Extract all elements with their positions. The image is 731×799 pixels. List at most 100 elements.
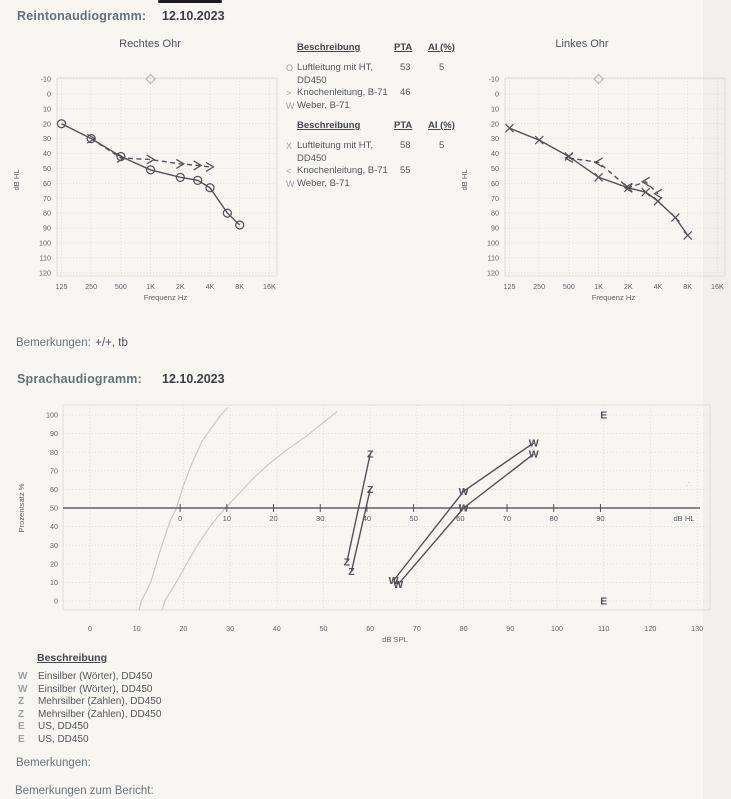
svg-text:4K: 4K bbox=[654, 282, 663, 291]
row-desc: Luftleitung mit HT, bbox=[297, 140, 374, 151]
reinton-date: 12.10.2023 bbox=[162, 9, 225, 23]
svg-text:Frequenz Hz: Frequenz Hz bbox=[144, 293, 188, 302]
ai-value: 5 bbox=[439, 140, 445, 151]
svg-text:0: 0 bbox=[88, 624, 92, 633]
svg-text:E: E bbox=[600, 596, 607, 608]
row-desc: Weber, B-71 bbox=[297, 177, 350, 189]
svg-text:20: 20 bbox=[491, 119, 499, 128]
table-row: < Knochenleitung, B-71 55 bbox=[286, 165, 472, 178]
table-row: W Weber, B-71 bbox=[286, 100, 472, 113]
row-desc2: DD450 bbox=[297, 74, 327, 86]
svg-text:Z: Z bbox=[367, 449, 374, 461]
us-left-icon: E bbox=[18, 733, 25, 745]
svg-text:100: 100 bbox=[46, 411, 58, 420]
left-ear-table: Beschreibung PTA AI (%) X Luftleitung mi… bbox=[286, 120, 472, 190]
ai-value bbox=[428, 165, 473, 178]
legend-label: Mehrsilber (Zahlen), DD450 bbox=[38, 696, 162, 707]
legend-item: Z Mehrsilber (Zahlen), DD450 bbox=[18, 696, 358, 709]
bemerkungen-line: Bemerkungen: +/+, tb bbox=[16, 333, 128, 351]
svg-text:E: E bbox=[600, 410, 607, 422]
legend-label: US, DD450 bbox=[38, 733, 89, 745]
air-conduction-right-icon: O bbox=[286, 63, 294, 73]
einsilber-right-icon: W bbox=[18, 671, 28, 682]
svg-text:60: 60 bbox=[366, 624, 374, 633]
svg-text:0: 0 bbox=[54, 597, 58, 606]
svg-text:120: 120 bbox=[39, 268, 51, 277]
right-ear-table-header: Beschreibung PTA AI (%) bbox=[286, 42, 472, 53]
legend-label: US, DD450 bbox=[38, 721, 89, 732]
legend-label: Mehrsilber (Zahlen), DD450 bbox=[38, 708, 162, 720]
svg-text:16K: 16K bbox=[711, 282, 724, 291]
reinton-heading: Reintonaudiogramm: bbox=[17, 9, 147, 23]
scan-speck: · bbox=[692, 135, 694, 141]
col-ai: AI (%) bbox=[428, 120, 455, 131]
svg-text:100: 100 bbox=[487, 239, 499, 248]
svg-text:250: 250 bbox=[533, 282, 545, 291]
svg-text:dB HL: dB HL bbox=[460, 169, 469, 190]
svg-text:40: 40 bbox=[50, 522, 58, 531]
svg-text:40: 40 bbox=[491, 149, 499, 158]
svg-text:0: 0 bbox=[47, 90, 51, 99]
svg-text:2K: 2K bbox=[176, 282, 185, 291]
svg-text:8K: 8K bbox=[235, 282, 244, 291]
pta-value: 53 bbox=[400, 62, 411, 73]
weber-icon: W bbox=[286, 100, 295, 111]
legend-item: E US, DD450 bbox=[18, 721, 358, 734]
svg-text:90: 90 bbox=[596, 514, 604, 523]
svg-text:-10: -10 bbox=[41, 75, 51, 84]
svg-text:Prozentsatz %: Prozentsatz % bbox=[17, 483, 26, 532]
svg-text:1K: 1K bbox=[146, 282, 155, 291]
svg-text:10: 10 bbox=[223, 514, 231, 523]
svg-text:10: 10 bbox=[491, 104, 499, 113]
svg-text:10: 10 bbox=[43, 104, 51, 113]
svg-text:30: 30 bbox=[316, 514, 324, 523]
bone-conduction-right-icon: > bbox=[286, 88, 292, 98]
svg-text:70: 70 bbox=[50, 466, 58, 475]
air-conduction-left-icon: X bbox=[286, 141, 293, 151]
svg-text:50: 50 bbox=[320, 624, 328, 633]
svg-text:10: 10 bbox=[133, 624, 141, 633]
svg-text:60: 60 bbox=[50, 485, 58, 494]
svg-text:100: 100 bbox=[551, 624, 563, 633]
svg-text:70: 70 bbox=[491, 194, 499, 203]
legend-item: W Einsilber (Wörter), DD450 bbox=[18, 684, 358, 697]
pta-value: 58 bbox=[400, 140, 411, 151]
row-desc2: DD450 bbox=[297, 152, 327, 164]
row-desc: Luftleitung mit HT, bbox=[297, 62, 374, 73]
svg-text:125: 125 bbox=[504, 282, 516, 291]
svg-text:70: 70 bbox=[413, 624, 421, 633]
svg-text:40: 40 bbox=[43, 149, 51, 158]
right-ear-table: Beschreibung PTA AI (%) O Luftleitung mi… bbox=[286, 42, 472, 112]
svg-text:110: 110 bbox=[488, 253, 499, 262]
col-pta: PTA bbox=[394, 42, 413, 53]
svg-text:80: 80 bbox=[50, 448, 58, 457]
svg-text:8K: 8K bbox=[683, 282, 692, 291]
scan-speck: ·¨· bbox=[686, 483, 692, 489]
table-row: W Weber, B-71 bbox=[286, 178, 472, 191]
svg-text:dB HL: dB HL bbox=[12, 169, 21, 190]
svg-text:125: 125 bbox=[56, 282, 68, 291]
svg-text:30: 30 bbox=[43, 134, 51, 143]
svg-text:60: 60 bbox=[491, 179, 499, 188]
table-row: O Luftleitung mit HT, DD450 53 5 bbox=[286, 62, 472, 87]
svg-text:30: 30 bbox=[491, 134, 499, 143]
svg-text:Z: Z bbox=[367, 484, 374, 496]
svg-text:90: 90 bbox=[491, 224, 499, 233]
left-ear-table-header: Beschreibung PTA AI (%) bbox=[286, 120, 472, 131]
col-ai: AI (%) bbox=[428, 42, 455, 53]
ai-value: 5 bbox=[439, 62, 445, 73]
ai-value bbox=[428, 87, 473, 100]
svg-text:2K: 2K bbox=[624, 282, 633, 291]
svg-text:-10: -10 bbox=[489, 75, 499, 84]
svg-text:W: W bbox=[529, 438, 539, 450]
svg-text:20: 20 bbox=[269, 514, 277, 523]
svg-text:dB SPL: dB SPL bbox=[382, 635, 408, 644]
us-right-icon: E bbox=[18, 721, 25, 732]
svg-text:40: 40 bbox=[363, 514, 371, 523]
bemerkungen-bericht-label: Bemerkungen zum Bericht: bbox=[15, 785, 154, 797]
svg-text:80: 80 bbox=[491, 209, 499, 218]
svg-text:20: 20 bbox=[179, 624, 187, 633]
svg-text:110: 110 bbox=[598, 624, 609, 633]
svg-text:20: 20 bbox=[50, 559, 58, 568]
